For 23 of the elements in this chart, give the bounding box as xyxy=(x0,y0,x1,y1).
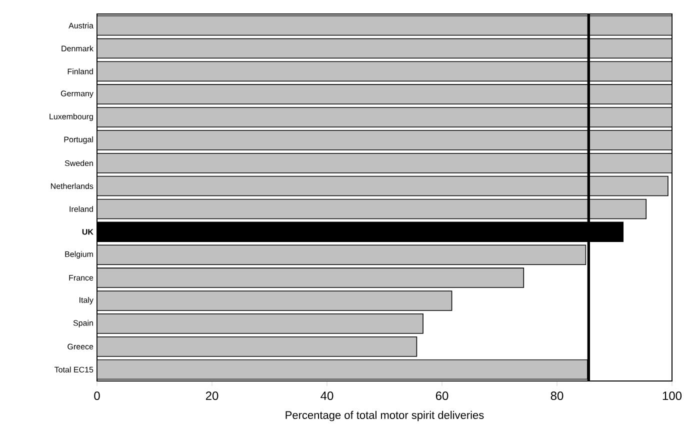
y-tick-label: Portugal xyxy=(64,136,93,144)
y-tick-label: Austria xyxy=(68,22,94,28)
y-tick-label: Sweden xyxy=(64,160,93,166)
y-tick-label: Luxembourg xyxy=(50,113,93,121)
y-tick-label: Total EC15 xyxy=(54,366,94,372)
y-tick-label: Belgium xyxy=(65,251,93,259)
y-tick-label: Finland xyxy=(68,68,93,74)
x-tick-label: 100 xyxy=(662,392,682,400)
y-tick-label: Ireland xyxy=(70,206,93,212)
y-tick-label: Spain xyxy=(73,320,93,328)
y-tick-label: France xyxy=(69,274,94,281)
y-tick-label: Italy xyxy=(80,296,94,304)
y-tick-label: UK xyxy=(82,229,94,235)
y-tick-label: Denmark xyxy=(62,45,94,52)
y-tick-label: Germany xyxy=(60,90,94,98)
y-tick-label: Greece xyxy=(68,344,94,350)
x-tick-label: 60 xyxy=(436,392,448,400)
x-tick-label: 40 xyxy=(320,392,334,400)
x-tick-label: 20 xyxy=(206,392,218,400)
x-tick-label: 0 xyxy=(94,392,100,400)
x-tick-label: 80 xyxy=(550,392,564,400)
y-tick-label: Netherlands xyxy=(50,183,94,189)
x-axis-title: Percentage of total motor spirit deliveries xyxy=(286,410,484,422)
